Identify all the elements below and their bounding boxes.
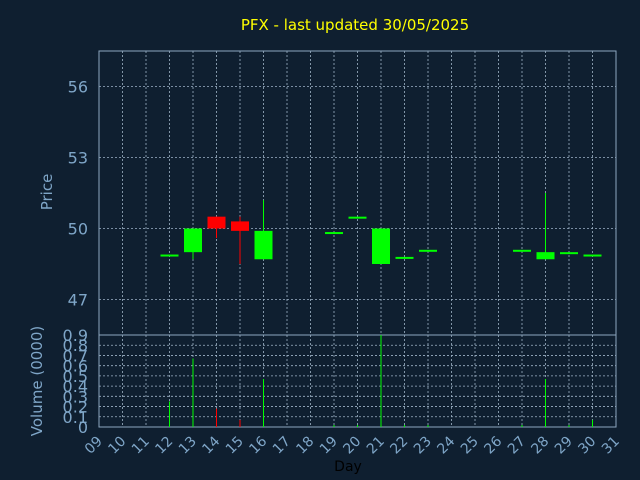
candle-body xyxy=(583,254,602,257)
volume-y-ticks: 00.10.20.30.40.50.60.70.80.9 xyxy=(63,326,88,437)
price-tick-label: 56 xyxy=(68,78,88,97)
volume-tick-label: 0.7 xyxy=(63,346,88,365)
candle-body xyxy=(536,252,555,260)
price-y-ticks: 47 50 53 56 xyxy=(68,78,88,310)
price-tick-label: 47 xyxy=(68,291,88,310)
candle-body xyxy=(348,216,367,219)
volume-tick-label: 0.9 xyxy=(63,326,88,345)
candle-body xyxy=(231,221,249,231)
candle-body xyxy=(184,228,202,253)
candle-body xyxy=(560,252,578,255)
volume-bars xyxy=(169,335,593,427)
price-axis-label: Price xyxy=(38,174,56,211)
candle-body xyxy=(419,249,437,252)
candle-body xyxy=(372,228,390,264)
price-tick-label: 50 xyxy=(68,220,88,239)
day-x-ticks: 09 10 11 12 13 14 15 16 17 18 19 20 21 22 23 24 25 26 27 28… xyxy=(82,433,623,457)
candle-body xyxy=(160,254,179,257)
price-candles xyxy=(160,193,602,264)
candle-body xyxy=(325,232,343,235)
volume-tick-label: 0.3 xyxy=(63,387,88,406)
volume-axis-label: Volume (0000) xyxy=(28,326,46,436)
volume-tick-label: 0.8 xyxy=(63,336,88,355)
day-axis-label: Day xyxy=(334,459,362,475)
volume-tick-label: 0 xyxy=(78,418,88,437)
volume-tick-label: 0.4 xyxy=(63,377,88,396)
volume-tick-label: 0.1 xyxy=(63,408,88,427)
price-tick-label: 53 xyxy=(68,149,88,168)
candle-body xyxy=(395,256,414,259)
volume-tick-label: 0.5 xyxy=(63,367,88,386)
price-grid xyxy=(99,51,616,335)
volume-tick-label: 0.2 xyxy=(63,398,88,417)
volume-tick-label: 0.6 xyxy=(63,357,88,376)
candle-body xyxy=(254,230,273,260)
chart-title: PFX - last updated 30/05/2025 xyxy=(241,16,469,34)
candle-body xyxy=(207,216,226,229)
candle-body xyxy=(513,249,531,252)
